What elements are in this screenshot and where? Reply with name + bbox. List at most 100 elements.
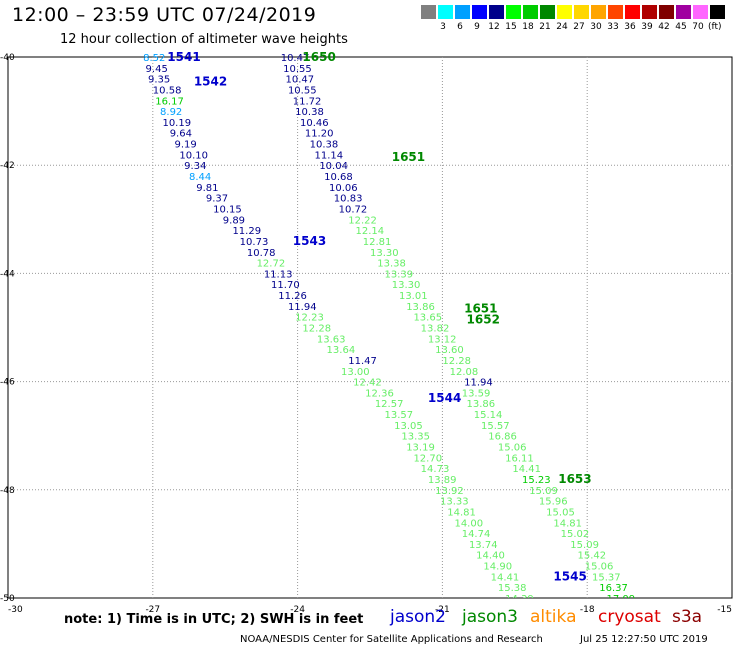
wave-height-point: 11.47 bbox=[348, 356, 377, 367]
wave-height-point: 13.19 bbox=[406, 443, 435, 454]
legend-swatch bbox=[489, 5, 504, 19]
wave-height-point: 15.42 bbox=[578, 551, 607, 562]
legend-label: 9 bbox=[474, 22, 480, 32]
pass-number-label: 1543 bbox=[293, 234, 326, 248]
wave-height-point: 10.06 bbox=[329, 183, 358, 194]
legend-label: 12 bbox=[488, 22, 500, 32]
wave-height-point: 14.41 bbox=[491, 572, 520, 583]
wave-height-point: 10.47 bbox=[286, 75, 315, 86]
wave-height-point: 13.12 bbox=[428, 334, 457, 345]
wave-height-point: 10.55 bbox=[283, 64, 312, 75]
legend-label: 33 bbox=[607, 22, 619, 32]
wave-height-point: 12.28 bbox=[442, 356, 471, 367]
pass-number-label: 1652 bbox=[467, 312, 500, 326]
legend-swatch bbox=[472, 5, 487, 19]
wave-height-point: 15.96 bbox=[539, 497, 568, 508]
wave-height-point: 10.55 bbox=[288, 85, 317, 96]
wave-height-point: 10.73 bbox=[240, 237, 269, 248]
pass-number-label: 1653 bbox=[558, 472, 591, 486]
legend-swatch bbox=[693, 5, 708, 19]
legend-label: 3 bbox=[440, 22, 446, 32]
legend-label: 70 bbox=[692, 22, 704, 32]
wave-height-point: 13.30 bbox=[392, 280, 421, 291]
legend-label: 15 bbox=[505, 22, 517, 32]
wave-height-point: 9.34 bbox=[184, 161, 206, 172]
wave-height-point: 12.14 bbox=[356, 226, 385, 237]
legend-unit-label: (ft) bbox=[708, 22, 722, 32]
wave-height-point: 15.09 bbox=[570, 540, 599, 551]
pass-number-label: 1651 bbox=[392, 150, 425, 164]
y-tick-label: -46 bbox=[0, 378, 15, 388]
wave-height-point: 9.19 bbox=[175, 140, 197, 151]
wave-height-point: 13.92 bbox=[435, 486, 464, 497]
wave-height-point: 9.37 bbox=[206, 194, 228, 205]
wave-height-point: 14.81 bbox=[447, 507, 476, 518]
legend-swatch bbox=[438, 5, 453, 19]
wave-height-point: 13.01 bbox=[399, 291, 428, 302]
wave-height-point: 10.38 bbox=[295, 107, 324, 118]
legend-swatch bbox=[710, 5, 725, 19]
wave-height-point: 13.59 bbox=[462, 388, 491, 399]
x-tick-label: -21 bbox=[435, 605, 450, 615]
wave-height-point: 13.60 bbox=[435, 345, 464, 356]
wave-height-point: 14.74 bbox=[462, 529, 491, 540]
wave-height-point: 12.70 bbox=[413, 453, 442, 464]
wave-height-point: 10.38 bbox=[310, 140, 339, 151]
y-tick-label: -50 bbox=[0, 594, 15, 604]
wave-height-point: 13.86 bbox=[467, 399, 496, 410]
wave-height-point: 14.00 bbox=[454, 518, 483, 529]
wave-height-point: 15.37 bbox=[592, 572, 621, 583]
wave-height-point: 9.35 bbox=[148, 75, 170, 86]
x-tick-label: -30 bbox=[8, 605, 23, 615]
wave-height-point: 11.26 bbox=[278, 291, 307, 302]
wave-height-point: 16.17 bbox=[155, 96, 184, 107]
wave-height-point: 14.39 bbox=[505, 594, 534, 605]
wave-height-point: 10.46 bbox=[300, 118, 329, 129]
wave-height-point: 16.86 bbox=[488, 432, 517, 443]
legend-label: 30 bbox=[590, 22, 602, 32]
wave-height-point: 8.44 bbox=[189, 172, 211, 183]
wave-height-point: 11.13 bbox=[264, 269, 293, 280]
wave-height-point: 12.28 bbox=[302, 324, 331, 335]
wave-height-point: 10.47 bbox=[281, 53, 310, 64]
pass-number-label: 1545 bbox=[553, 569, 586, 583]
pass-number-label: 1651 bbox=[464, 302, 497, 316]
data-layer: 8.529.459.3510.5816.178.9210.199.649.191… bbox=[143, 50, 636, 605]
wave-height-point: 11.94 bbox=[288, 302, 317, 313]
x-tick-label: -15 bbox=[717, 605, 732, 615]
wave-height-point: 14.40 bbox=[476, 551, 505, 562]
wave-height-point: 9.81 bbox=[196, 183, 218, 194]
wave-height-point: 9.89 bbox=[223, 215, 245, 226]
legend-swatch bbox=[574, 5, 589, 19]
x-tick-label: -18 bbox=[580, 605, 595, 615]
legend-label: 27 bbox=[573, 22, 585, 32]
wave-height-point: 13.82 bbox=[421, 324, 450, 335]
y-tick-label: -48 bbox=[0, 486, 15, 496]
wave-height-point: 17.09 bbox=[607, 594, 636, 605]
legend-label: 36 bbox=[624, 22, 636, 32]
satellite-s3a: s3a bbox=[672, 607, 703, 627]
wave-height-point: 9.64 bbox=[170, 129, 192, 140]
x-tick-label: -27 bbox=[145, 605, 160, 615]
pass-number-label: 1650 bbox=[302, 50, 335, 64]
wave-height-point: 10.83 bbox=[334, 194, 363, 205]
wave-height-point: 11.20 bbox=[305, 129, 334, 140]
wave-height-point: 12.42 bbox=[353, 378, 382, 389]
satellite-cryosat: cryosat bbox=[598, 607, 661, 627]
footer-note: note: 1) Time is in UTC; 2) SWH is in fe… bbox=[64, 612, 364, 627]
wave-height-point: 11.14 bbox=[314, 150, 343, 161]
wave-height-point: 14.81 bbox=[553, 518, 582, 529]
legend-label: 45 bbox=[675, 22, 687, 32]
wave-height-point: 15.23 bbox=[522, 475, 551, 486]
wave-height-point: 12.23 bbox=[295, 313, 324, 324]
plot-frame bbox=[7, 56, 733, 599]
wave-height-point: 13.57 bbox=[384, 410, 413, 421]
legend-label: 39 bbox=[641, 22, 653, 32]
wave-height-point: 13.86 bbox=[406, 302, 435, 313]
wave-height-point: 15.06 bbox=[498, 443, 527, 454]
wave-height-point: 14.41 bbox=[512, 464, 541, 475]
wave-height-point: 10.04 bbox=[319, 161, 348, 172]
legend-swatch bbox=[625, 5, 640, 19]
wave-height-point: 13.00 bbox=[341, 367, 370, 378]
